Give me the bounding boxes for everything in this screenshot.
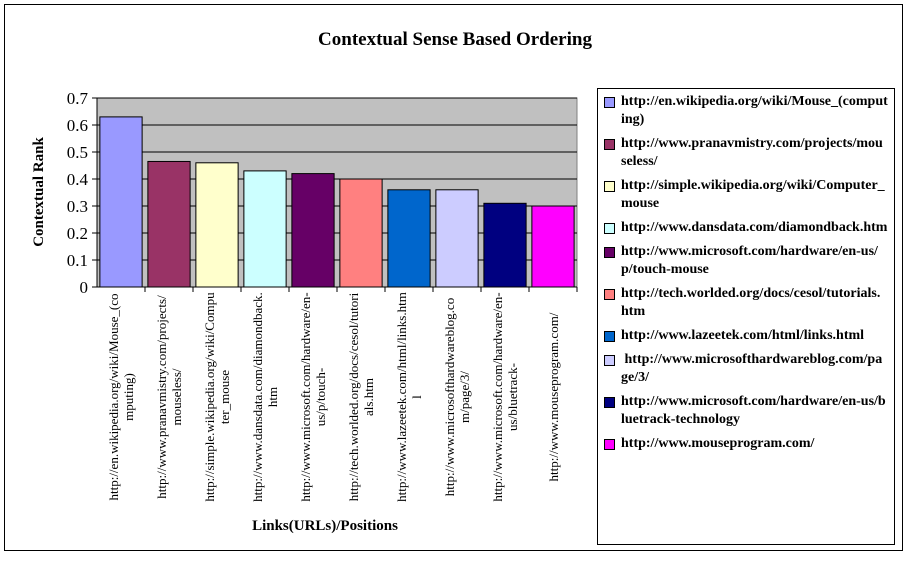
x-axis-title: Links(URLs)/Positions — [252, 518, 398, 534]
x-tick-label: http://tech.worlded.org/docs/cesol/tutor… — [346, 292, 376, 502]
legend-swatch — [604, 139, 615, 150]
legend-swatch — [604, 355, 615, 366]
bar — [339, 178, 383, 288]
legend-label: http://www.microsoft.com/hardware/en-us/… — [621, 244, 878, 277]
legend-label: http://www.microsoft.com/hardware/en-us/… — [621, 394, 886, 427]
y-tick-label: 0.1 — [67, 251, 88, 270]
legend-entry: http://www.dansdata.com/diamondback.htm — [604, 219, 888, 237]
y-tick-label: 0.2 — [67, 224, 88, 243]
x-tick-label: http://simple.wikipedia.org/wiki/Compute… — [202, 292, 232, 502]
x-tick-label: http://www.mouseprogram.com/ — [545, 312, 561, 482]
legend-swatch — [604, 331, 615, 342]
legend-swatch — [604, 97, 615, 108]
legend-entry: http://www.microsoft.com/hardware/en-us/… — [604, 393, 888, 429]
y-tick-label: 0.3 — [67, 197, 88, 216]
legend-swatch — [604, 181, 615, 192]
x-tick-label: http://www.microsofthardwareblog.com/pag… — [442, 297, 472, 497]
bar — [195, 162, 239, 288]
bar — [531, 205, 575, 288]
y-axis-title: Contextual Rank — [31, 137, 47, 247]
legend-entry: http://www.pranavmistry.com/projects/mou… — [604, 135, 888, 171]
chart-frame — [4, 4, 903, 551]
y-tick-label: 0.7 — [67, 89, 89, 108]
legend-entry: http://www.lazeetek.com/html/links.html — [604, 327, 888, 345]
bar — [99, 116, 143, 288]
bar — [483, 202, 527, 288]
legend-swatch — [604, 223, 615, 234]
legend-label: http://www.mouseprogram.com/ — [621, 436, 815, 451]
legend-label: http://www.pranavmistry.com/projects/mou… — [621, 136, 883, 169]
x-tick-label: http://www.dansdata.com/diamondback.htm — [250, 292, 280, 502]
legend-swatch — [604, 247, 615, 258]
bar — [435, 189, 479, 288]
chart-title: Contextual Sense Based Ordering — [318, 29, 592, 50]
y-tick-label: 0.4 — [67, 170, 89, 189]
bar — [387, 189, 431, 288]
bar — [147, 160, 191, 288]
legend-entry: http://www.microsofthardwareblog.com/pag… — [604, 351, 888, 387]
legend-label: http://www.lazeetek.com/html/links.html — [621, 328, 865, 343]
legend-label: http://tech.worlded.org/docs/cesol/tutor… — [621, 286, 881, 319]
bar — [291, 173, 335, 288]
y-tick-label: 0.6 — [67, 116, 88, 135]
x-tick-label: http://www.microsoft.com/hardware/en-us/… — [298, 292, 328, 502]
x-tick-label: http://www.microsoft.com/hardware/en-us/… — [490, 292, 520, 502]
bar — [243, 170, 287, 288]
legend-swatch — [604, 439, 615, 450]
legend-swatch — [604, 397, 615, 408]
legend-swatch — [604, 289, 615, 300]
legend-label: http://www.dansdata.com/diamondback.htm — [621, 220, 888, 235]
legend-label: http://www.microsofthardwareblog.com/pag… — [621, 352, 883, 385]
x-tick-label: http://www.lazeetek.com/html/links.html — [394, 292, 424, 502]
legend-entry: http://www.mouseprogram.com/ — [604, 435, 888, 453]
legend-entry: http://tech.worlded.org/docs/cesol/tutor… — [604, 285, 888, 321]
legend-entry: http://www.microsoft.com/hardware/en-us/… — [604, 243, 888, 279]
y-tick-label: 0.5 — [67, 143, 88, 162]
legend-entry: http://en.wikipedia.org/wiki/Mouse_(comp… — [604, 93, 888, 129]
legend-entry: http://simple.wikipedia.org/wiki/Compute… — [604, 177, 888, 213]
legend-label: http://simple.wikipedia.org/wiki/Compute… — [621, 178, 885, 211]
legend: http://en.wikipedia.org/wiki/Mouse_(comp… — [597, 88, 895, 545]
x-tick-label: http://en.wikipedia.org/wiki/Mouse_(comp… — [106, 293, 136, 501]
x-tick-label: http://www.pranavmistry.com/projects/mou… — [154, 295, 184, 499]
y-tick-label: 0 — [80, 278, 89, 297]
legend-label: http://en.wikipedia.org/wiki/Mouse_(comp… — [621, 94, 888, 127]
